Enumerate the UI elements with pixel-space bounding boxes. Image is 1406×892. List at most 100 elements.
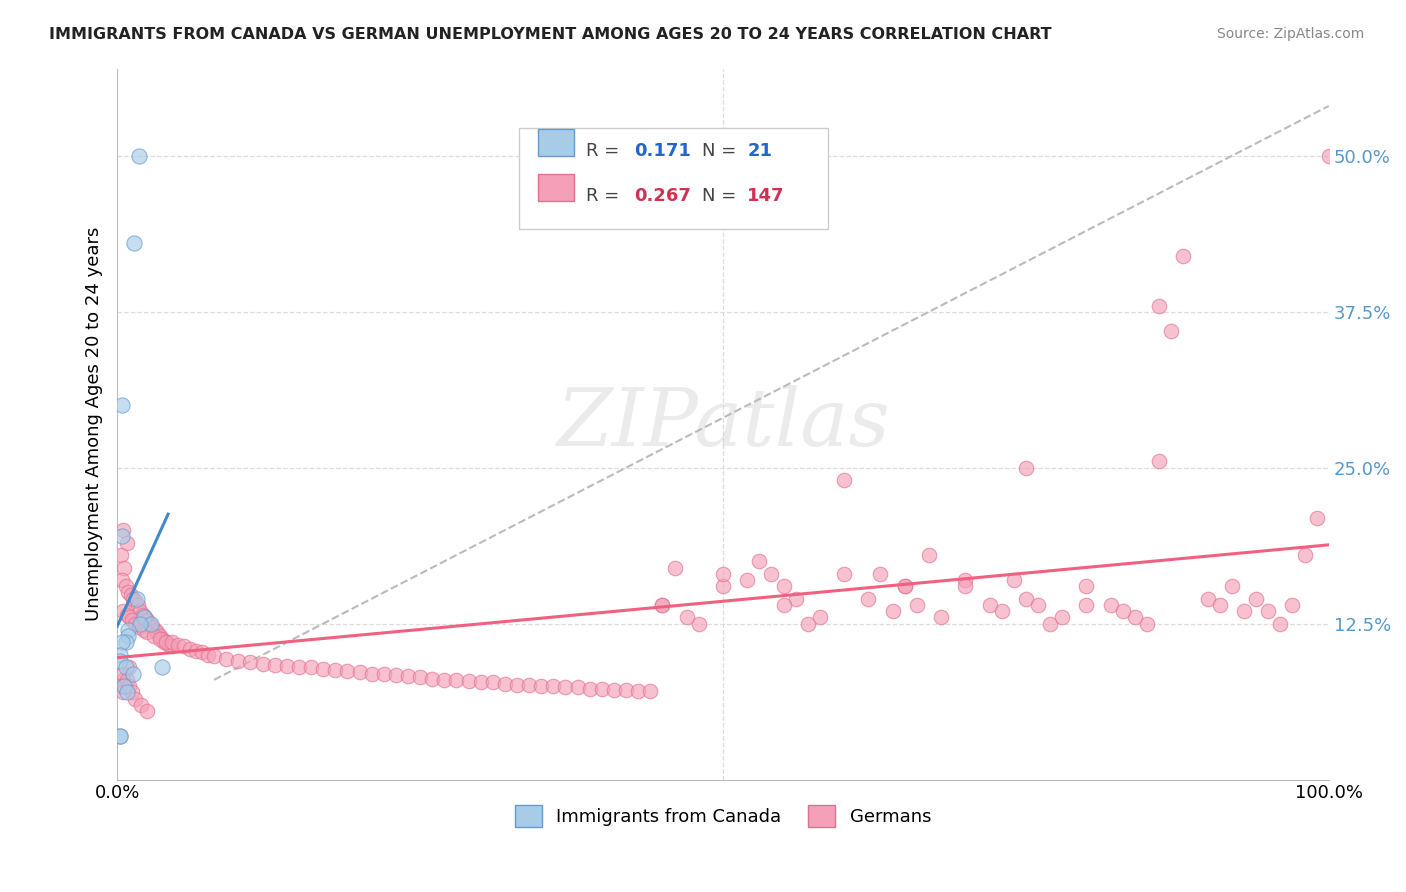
Point	[1112, 604, 1135, 618]
Point	[1039, 616, 1062, 631]
Point	[517, 678, 540, 692]
Point	[112, 673, 135, 687]
Point	[627, 684, 650, 698]
Point	[128, 620, 150, 634]
Point	[772, 598, 794, 612]
Point	[349, 665, 371, 680]
Point	[1136, 616, 1159, 631]
Point	[117, 585, 139, 599]
Point	[139, 616, 162, 631]
Point	[191, 645, 214, 659]
Point	[115, 535, 138, 549]
Point	[420, 672, 443, 686]
Point	[114, 679, 136, 693]
Point	[288, 660, 311, 674]
Point	[748, 554, 770, 568]
Point	[120, 588, 142, 602]
Point	[858, 591, 880, 606]
Point	[336, 664, 359, 678]
Point	[1294, 548, 1316, 562]
Point	[128, 149, 150, 163]
Point	[115, 685, 138, 699]
Point	[664, 560, 686, 574]
Point	[1317, 149, 1340, 163]
Point	[1305, 510, 1327, 524]
Text: N =: N =	[703, 142, 742, 160]
Point	[263, 657, 285, 672]
Point	[121, 685, 143, 699]
Point	[1281, 598, 1303, 612]
Text: 147: 147	[747, 187, 785, 205]
Point	[1257, 604, 1279, 618]
Point	[110, 679, 132, 693]
Point	[567, 681, 589, 695]
Point	[136, 613, 159, 627]
Point	[396, 669, 419, 683]
Point	[215, 651, 238, 665]
Point	[832, 566, 855, 581]
Point	[111, 573, 134, 587]
Point	[112, 685, 135, 699]
Point	[832, 473, 855, 487]
Point	[129, 604, 152, 618]
Point	[808, 610, 831, 624]
Point	[155, 635, 177, 649]
Point	[955, 573, 977, 587]
Point	[1002, 573, 1025, 587]
Point	[124, 616, 146, 631]
Point	[979, 598, 1001, 612]
Point	[202, 649, 225, 664]
Point	[688, 616, 710, 631]
Text: 0.267: 0.267	[634, 187, 692, 205]
Point	[785, 591, 807, 606]
Point	[1220, 579, 1243, 593]
Point	[494, 676, 516, 690]
Point	[797, 616, 820, 631]
Point	[118, 610, 141, 624]
Point	[470, 675, 492, 690]
Point	[1270, 616, 1292, 631]
Point	[433, 673, 456, 687]
Point	[115, 607, 138, 622]
Point	[1026, 598, 1049, 612]
Point	[136, 625, 159, 640]
Point	[905, 598, 928, 612]
Point	[114, 579, 136, 593]
Point	[197, 648, 219, 662]
Point	[990, 604, 1012, 618]
Point	[457, 674, 479, 689]
Point	[893, 579, 915, 593]
Point	[121, 613, 143, 627]
Point	[156, 635, 179, 649]
Legend: Immigrants from Canada, Germans: Immigrants from Canada, Germans	[508, 798, 939, 835]
Point	[869, 566, 891, 581]
Point	[129, 616, 152, 631]
Text: ZIPatlas: ZIPatlas	[557, 385, 890, 463]
Point	[591, 681, 613, 696]
Point	[149, 629, 172, 643]
Point	[110, 548, 132, 562]
Point	[578, 681, 600, 696]
Point	[122, 591, 145, 606]
Point	[360, 666, 382, 681]
Text: 0.171: 0.171	[634, 142, 692, 160]
Point	[772, 579, 794, 593]
Point	[141, 620, 163, 634]
Point	[143, 623, 166, 637]
Point	[108, 729, 131, 743]
Text: R =: R =	[586, 142, 626, 160]
Point	[118, 679, 141, 693]
Point	[1015, 460, 1038, 475]
Point	[1173, 249, 1195, 263]
Point	[173, 639, 195, 653]
Point	[385, 668, 408, 682]
Point	[142, 629, 165, 643]
Point	[1076, 598, 1098, 612]
Point	[108, 729, 131, 743]
Point	[481, 675, 503, 690]
Point	[409, 670, 432, 684]
Point	[179, 641, 201, 656]
Point	[127, 598, 149, 612]
Point	[239, 656, 262, 670]
Point	[614, 682, 637, 697]
